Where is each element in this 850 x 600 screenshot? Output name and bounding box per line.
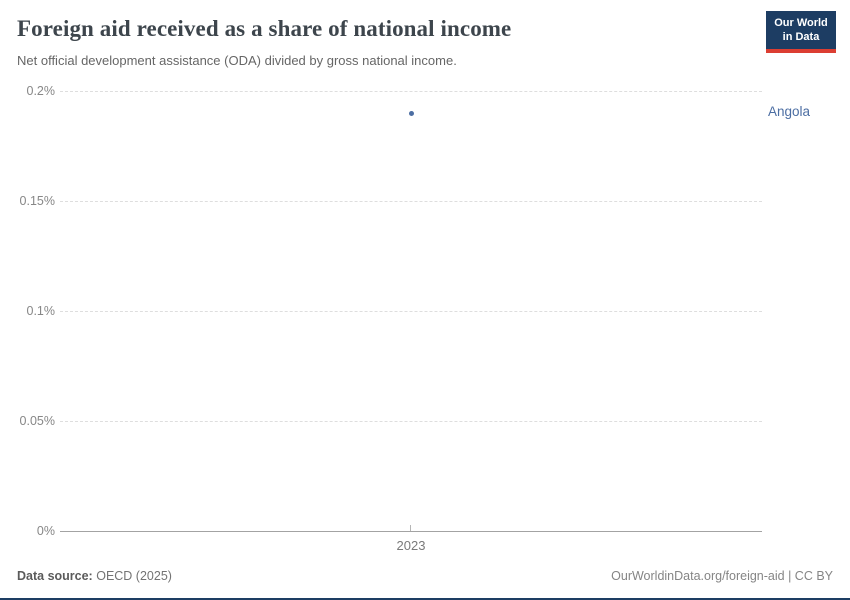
ytick-0.2: 0.2% [26,84,56,98]
credit-link[interactable]: OurWorldinData.org/foreign-aid | CC BY [611,569,833,583]
x-axis-line [60,531,762,532]
page-title: Foreign aid received as a share of natio… [17,16,512,41]
data-source-note: Data source: OECD (2025) [17,569,172,583]
xtick-label-2023: 2023 [396,538,426,553]
gridline-0.2 [60,91,762,92]
data-point-angola[interactable] [408,110,414,116]
ytick-0.05: 0.05% [19,414,55,428]
gridline-0.05 [60,421,762,422]
owid-logo[interactable]: Our World in Data [766,11,836,53]
ytick-0.1: 0.1% [26,304,56,318]
owid-logo-accent-bar [766,49,836,53]
data-source-value: OECD (2025) [96,569,172,583]
owid-logo-text: Our World in Data [766,11,836,49]
owid-logo-line1: Our World [774,17,828,29]
owid-logo-line2: in Data [782,31,820,43]
chart-subtitle: Net official development assistance (ODA… [17,53,457,68]
data-source-label: Data source: [17,569,93,583]
ytick-0.15: 0.15% [19,194,55,208]
ytick-0: 0% [36,524,55,538]
xtick-mark-2023 [410,525,411,531]
gridline-0.15 [60,201,762,202]
bottom-brand-rule [0,598,850,600]
gridline-0.1 [60,311,762,312]
entity-label-angola[interactable]: Angola [768,104,811,119]
